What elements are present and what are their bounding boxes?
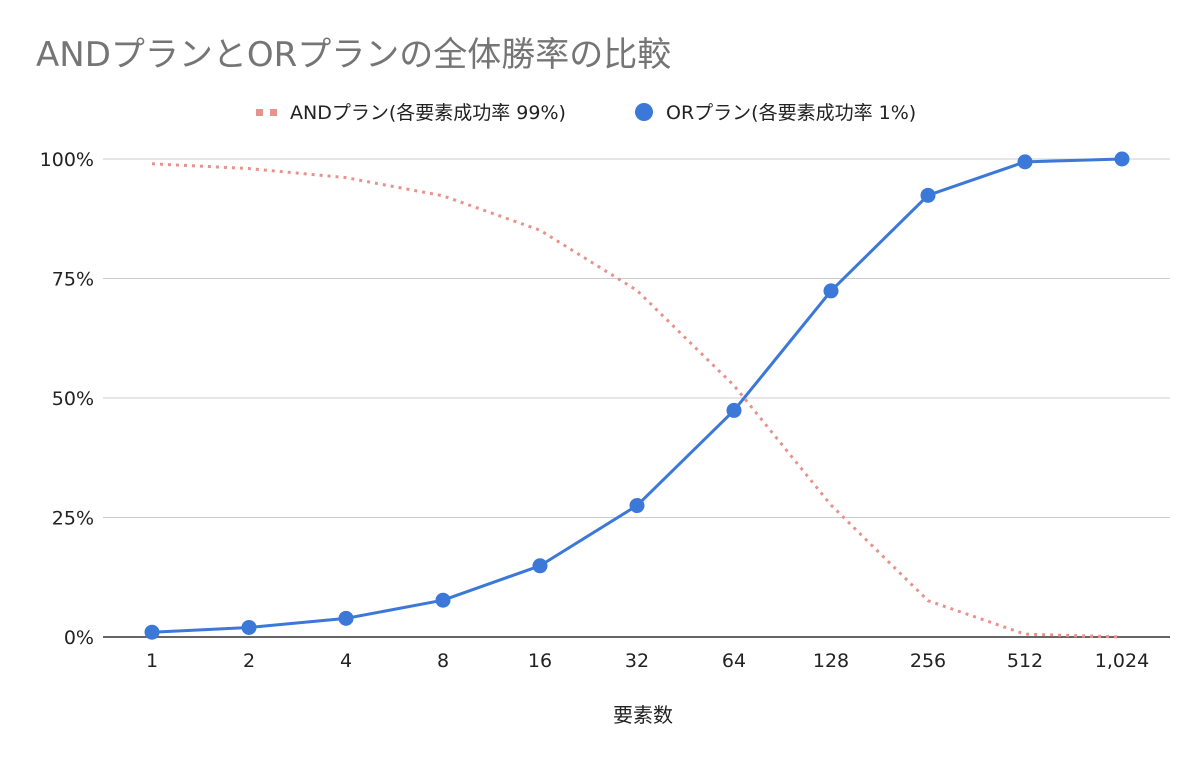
x-axis-title: 要素数 <box>613 703 673 727</box>
data-point-or-plan <box>338 610 354 626</box>
x-tick-label: 512 <box>1007 650 1043 672</box>
legend-item-or-plan: ORプラン(各要素成功率 1%) <box>635 102 916 124</box>
y-tick-label: 0% <box>64 627 94 649</box>
legend-swatch-and-plan <box>270 109 277 116</box>
data-point-or-plan <box>532 558 548 574</box>
legend-label-or-plan: ORプラン(各要素成功率 1%) <box>666 102 916 124</box>
x-tick-label: 2 <box>243 650 255 672</box>
series <box>144 151 1130 640</box>
x-tick-label: 1 <box>146 650 158 672</box>
data-point-or-plan <box>629 498 645 514</box>
data-point-or-plan <box>1017 154 1033 170</box>
x-tick-label: 1,024 <box>1095 650 1149 672</box>
legend-label-and-plan: ANDプラン(各要素成功率 99%) <box>290 102 566 124</box>
data-point-or-plan <box>1114 151 1130 167</box>
x-tick-label: 8 <box>437 650 449 672</box>
data-point-or-plan <box>144 624 160 640</box>
x-tick-label: 128 <box>813 650 849 672</box>
y-axis-ticks: 0% 25% 50% 75% 100% <box>40 149 94 649</box>
legend-item-and-plan: ANDプラン(各要素成功率 99%) <box>256 102 566 124</box>
x-tick-label: 32 <box>625 650 649 672</box>
x-tick-label: 64 <box>722 650 746 672</box>
y-tick-label: 50% <box>52 388 94 410</box>
chart-title: ANDプランとORプランの全体勝率の比較 <box>36 35 671 75</box>
gridlines <box>103 158 1170 638</box>
y-tick-label: 75% <box>52 269 94 291</box>
x-axis-ticks: 1 2 4 8 16 32 64 128 256 512 1,024 <box>146 650 1149 672</box>
data-point-or-plan <box>920 187 936 203</box>
data-point-or-plan <box>726 402 742 418</box>
data-point-or-plan <box>241 619 257 635</box>
x-tick-label: 256 <box>910 650 946 672</box>
y-tick-label: 25% <box>52 508 94 530</box>
legend-swatch-or-plan <box>635 103 653 121</box>
data-point-or-plan <box>435 592 451 608</box>
legend: ANDプラン(各要素成功率 99%) ORプラン(各要素成功率 1%) <box>256 102 916 124</box>
data-point-or-plan <box>823 283 839 299</box>
y-tick-label: 100% <box>40 149 94 171</box>
x-tick-label: 4 <box>340 650 352 672</box>
legend-swatch-and-plan <box>256 109 263 116</box>
x-tick-label: 16 <box>528 650 552 672</box>
series-line-and-plan <box>151 162 1123 639</box>
series-line-or-plan <box>151 157 1123 634</box>
